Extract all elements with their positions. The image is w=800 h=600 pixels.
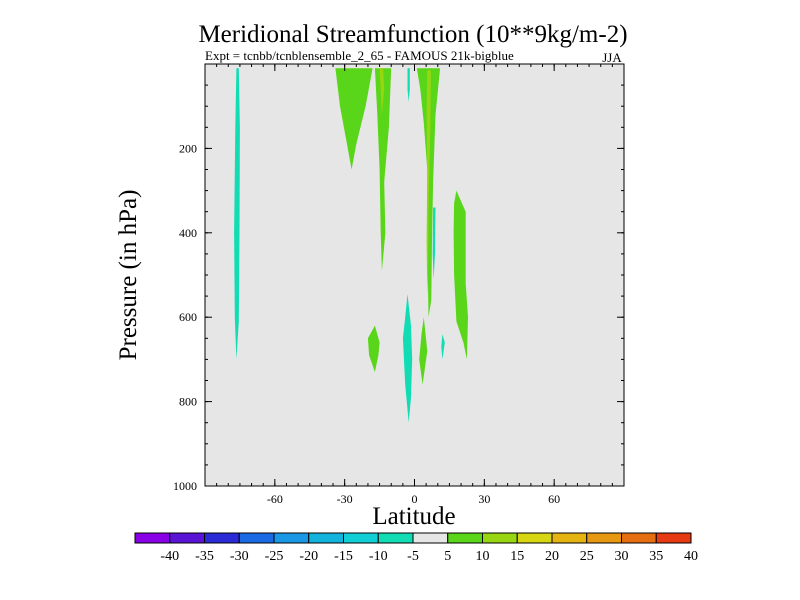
colorbar-swatch	[516, 532, 553, 544]
season-label: JJA	[602, 50, 622, 65]
colorbar-label: 35	[649, 549, 663, 564]
contour-region-9	[367, 325, 380, 373]
colorbar-label: -10	[369, 549, 388, 564]
experiment-subtitle: Expt = tcnbb/tcnbl	[205, 48, 302, 63]
x-tick-label: -30	[337, 492, 353, 506]
contour-region-2	[374, 68, 392, 271]
colorbar-swatch	[551, 532, 588, 544]
colorbar-label: 10	[476, 549, 490, 564]
colorbar-swatch	[377, 532, 414, 544]
contour-region-10	[402, 294, 413, 423]
contour-region-1	[335, 68, 373, 170]
contour-region-12	[441, 334, 445, 360]
colorbar-label: -25	[265, 549, 284, 564]
colorbar-swatch	[204, 532, 240, 544]
colorbar-label: 5	[444, 549, 451, 564]
plot-background	[205, 64, 624, 486]
x-tick-label: 0	[412, 492, 418, 506]
colorbar-swatch	[621, 532, 657, 544]
plot-area: -60 -30 0 30 60 200 400 600 800 1000	[173, 63, 625, 506]
x-tick-label: 60	[548, 492, 560, 506]
y-tick-label: 400	[179, 226, 197, 240]
colorbar-label: -35	[195, 549, 214, 564]
colorbar-label: 40	[684, 549, 698, 564]
colorbar-label: -15	[334, 549, 353, 564]
axis-ticks: -60 -30 0 30 60 200 400 600 800 1000	[173, 64, 624, 506]
contour-region-3	[379, 68, 385, 115]
colorbar-label: -20	[299, 549, 318, 564]
colorbar-label: -5	[407, 549, 419, 564]
contour-region-6	[407, 68, 410, 102]
contour-region-0	[234, 68, 240, 360]
colorbar-swatch	[482, 532, 518, 544]
x-tick-label: 30	[478, 492, 490, 506]
colorbar-label: -30	[230, 549, 249, 564]
colorbar-swatch	[586, 532, 622, 544]
y-tick-label: 800	[179, 395, 197, 409]
colorbar-swatch	[343, 532, 379, 544]
chart-title: Meridional Streamfunction (10**9kg/m-2)	[198, 21, 627, 48]
colorbar-label: 25	[580, 549, 594, 564]
colorbar-label: 20	[545, 549, 559, 564]
colorbar-swatch	[273, 532, 310, 544]
ensemble-subtitle: ensemble_2_65 - FAMOUS 21k-bigblue	[302, 48, 514, 63]
x-tick-label: -60	[267, 492, 283, 506]
y-tick-label: 200	[179, 141, 197, 155]
x-axis-label: Latitude	[372, 503, 455, 530]
colorbar-swatch	[238, 532, 275, 544]
y-axis-label: Pressure (in hPa)	[115, 190, 142, 361]
colorbar-swatch	[308, 532, 344, 544]
colorbar-label: -40	[160, 549, 179, 564]
colorbar-swatch	[447, 532, 483, 544]
contour-region-5	[426, 70, 431, 297]
colorbar-swatch	[412, 532, 449, 544]
colorbar-label: 15	[510, 549, 524, 564]
colorbar-label: 30	[615, 549, 629, 564]
colorbar-swatch	[134, 532, 171, 544]
colorbar-swatch	[169, 532, 205, 544]
colorbar-swatch	[655, 532, 692, 544]
contour-region-11	[419, 317, 428, 385]
contour-region-8	[453, 190, 468, 360]
colorbar: -40 -35 -30 -25 -20 -15 -10 -5 5 10 15 20 25 30 35 40	[134, 532, 698, 564]
y-tick-label: 1000	[173, 479, 197, 493]
y-tick-label: 600	[179, 310, 197, 324]
contour-regions	[234, 68, 468, 423]
contour-region-7	[432, 207, 436, 280]
